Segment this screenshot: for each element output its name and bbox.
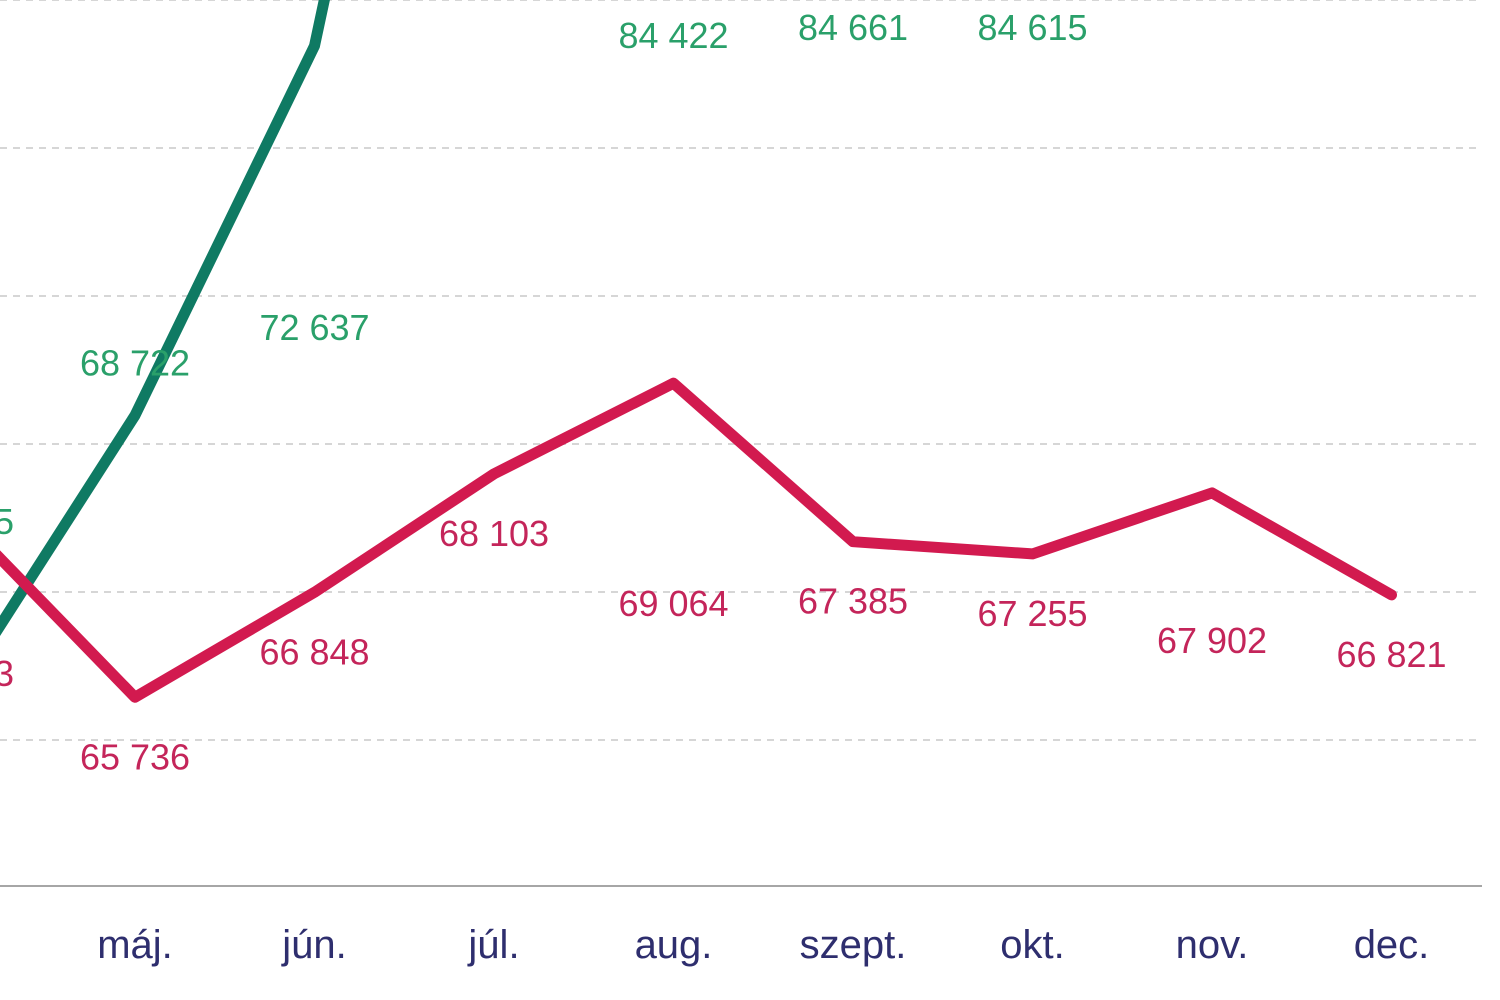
data-label-red: 67 902 [1157,620,1267,661]
x-tick-label: dec. [1354,923,1430,967]
data-label-red: 65 736 [80,736,190,777]
data-label-green: 84 661 [798,7,908,48]
data-label-red: 67 255 [977,593,1087,634]
data-label-red-partial: 3 [0,653,14,694]
x-tick-label: júl. [467,923,519,967]
series-line-green [0,0,330,637]
x-tick-label: máj. [97,923,173,967]
data-label-green: 68 722 [80,342,190,383]
x-tick-label-partial: . [0,923,2,967]
series-line-red [0,377,1397,703]
x-tick-label: aug. [635,923,713,967]
data-label-red: 68 103 [439,513,549,554]
data-label-green: 84 615 [977,7,1087,48]
data-label-red: 69 064 [618,583,728,624]
x-tick-label: jún. [281,923,347,967]
data-label-green: 72 637 [259,307,369,348]
data-label-green-partial: 5 [0,501,14,542]
data-label-red: 66 848 [259,631,369,672]
data-label-red: 66 821 [1336,634,1446,675]
x-tick-label: okt. [1000,923,1064,967]
data-label-red: 67 385 [798,581,908,622]
x-tick-label: nov. [1176,923,1249,967]
data-label-green: 84 422 [618,15,728,56]
x-tick-label: szept. [800,923,907,967]
